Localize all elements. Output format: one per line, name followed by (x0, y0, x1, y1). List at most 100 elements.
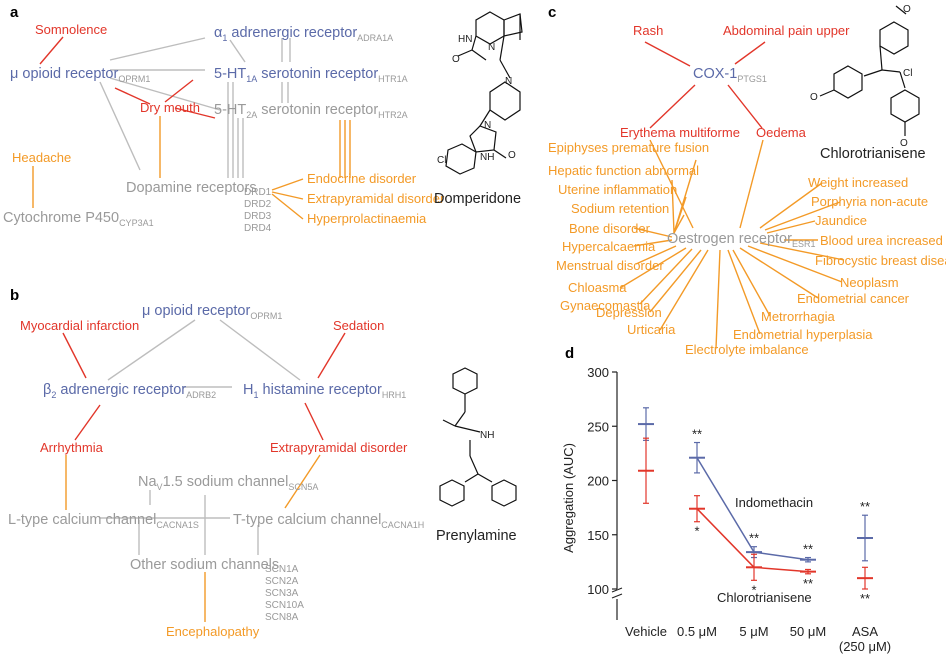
target-other-sodium: Other sodium channels (130, 557, 279, 573)
target-ltype: L-type calcium channelCACNA1S (8, 512, 199, 530)
esr-edge (649, 249, 702, 313)
svg-text:NH: NH (480, 430, 494, 441)
oestrogen-effect-edges (619, 159, 845, 349)
significance-stars: * (694, 524, 699, 539)
svg-text:SCN8A: SCN8A (265, 612, 299, 623)
effect-dry-mouth: Dry mouth (140, 100, 200, 115)
effect-erythema: Erythema multiforme (620, 125, 740, 140)
target-nav15: NaV1.5 sodium channelSCN5A (138, 474, 318, 492)
y-tick-label: 300 (587, 365, 609, 380)
target-5ht1a: 5-HT1A serotonin receptorHTR1A (214, 66, 408, 84)
y-tick-label: 250 (587, 419, 609, 434)
series-line-segment (696, 508, 755, 568)
esr-edge (759, 182, 823, 229)
effect-esr-item: Uterine inflammation (558, 182, 677, 197)
esr-edge (764, 201, 841, 231)
drug-prenylamine: Prenylamine (436, 528, 517, 544)
svg-text:O: O (900, 138, 908, 149)
effect-esr-item: Urticaria (627, 322, 676, 337)
effect-somnolence: Somnolence (35, 22, 107, 37)
panel-d-chart: d Aggregation (AUC) 100 150 200 250 300 Vehic… (561, 345, 891, 654)
svg-text:N: N (484, 120, 491, 131)
panel-a-label: a (10, 4, 19, 21)
y-axis-label: Aggregation (AUC) (561, 443, 576, 553)
series-line-segment (753, 551, 809, 561)
esr-edge (639, 248, 693, 305)
effect-esr-item: Chloasma (568, 280, 627, 295)
effect-esr-item: Hypercalcaemia (562, 239, 656, 254)
y-tick-label: 150 (587, 528, 609, 543)
svg-text:NH: NH (480, 152, 494, 163)
effect-esr-item: Fibrocystic breast disease (815, 253, 946, 268)
effect-oedema: Oedema (756, 125, 807, 140)
svg-text:O: O (452, 54, 460, 65)
effect-esr-item: Neoplasm (840, 275, 899, 290)
domperidone-structure: N HN O N N NH O Cl (437, 11, 523, 175)
effect-mi: Myocardial infarction (20, 318, 139, 333)
svg-text:DRD2: DRD2 (244, 199, 272, 210)
svg-text:HN: HN (458, 34, 472, 45)
chart-axes: 100 150 200 250 300 Vehicle 0.5 μM 5 μM 50 μM ASA… (587, 365, 891, 654)
x-tick-label: Vehicle (625, 624, 667, 639)
effect-esr-item: Sodium retention (571, 201, 669, 216)
effect-esr-item: Bone disorder (569, 221, 651, 236)
effect-esr-item: Epiphyses premature fusion (548, 140, 709, 155)
effect-esr-item: Blood urea increased (820, 233, 943, 248)
svg-text:Cl: Cl (903, 68, 912, 79)
esr-edge (633, 239, 673, 247)
effect-esr-item: Endometrial hyperplasia (733, 327, 873, 342)
prenylamine-structure: NH (439, 367, 517, 507)
chlorotrianisene-structure: Cl O O O (810, 4, 920, 149)
esr-edge (673, 214, 685, 234)
effect-esr-item: Menstrual disorder (556, 258, 664, 273)
significance-stars: * (751, 582, 756, 597)
effect-hyperprolactinaemia: Hyperprolactinaemia (307, 211, 427, 226)
series-label-chlorotrianisene: Chlorotrianisene (717, 590, 812, 605)
svg-text:O: O (903, 4, 911, 15)
effect-esr-item: Depression (596, 305, 662, 320)
x-tick-label: 50 μM (790, 624, 826, 639)
svg-text:DRD4: DRD4 (244, 223, 272, 234)
svg-text:SCN1A: SCN1A (265, 564, 299, 575)
effect-esr-item: Weight increased (808, 175, 908, 190)
significance-stars: ** (749, 531, 759, 546)
panel-b-label: b (10, 287, 19, 304)
x-tick-label: 0.5 μM (677, 624, 717, 639)
esr-edge (659, 249, 709, 331)
effect-esr-item: Endometrial cancer (797, 291, 910, 306)
effect-esr-item: Porphyria non-acute (811, 194, 928, 209)
x-tick-label: ASA (852, 624, 878, 639)
effect-esr-item: Electrolyte imbalance (685, 342, 809, 357)
esr-edge (673, 196, 687, 234)
effect-endocrine: Endocrine disorder (307, 171, 417, 186)
target-ttype: T-type calcium channelCACNA1H (233, 512, 424, 530)
panel-a: a (3, 4, 523, 234)
svg-text:O: O (508, 150, 516, 161)
chart-marks: ********** **** (638, 407, 873, 606)
esr-edge (633, 227, 673, 238)
svg-text:N: N (505, 76, 512, 87)
effect-esr-item: Hepatic function abnormal (548, 163, 699, 178)
sodium-gene-list: SCN1A SCN2A SCN3A SCN10A SCN8A (265, 564, 304, 623)
target-alpha1: α1 adrenergic receptorADRA1A (214, 25, 393, 43)
esr-edge (635, 245, 677, 265)
esr-edge (619, 247, 687, 289)
effect-encephalopathy: Encephalopathy (166, 624, 260, 639)
drug-domperidone: Domperidone (434, 191, 521, 207)
svg-text:O: O (810, 92, 818, 103)
panel-a-edges (32, 36, 351, 220)
effect-arrhythmia: Arrhythmia (40, 440, 104, 455)
axis-break-mark (611, 587, 623, 593)
dopamine-gene-list: DRD1 DRD2 DRD3 DRD4 (244, 187, 272, 234)
significance-stars: ** (860, 591, 870, 606)
esr-edge (766, 220, 816, 234)
x-tick-label: 5 μM (739, 624, 768, 639)
esr-edge (732, 249, 771, 317)
panel-c: c COX-1PTGS1 Oestrogen receptorESR1 Rash… (548, 4, 946, 357)
effect-headache: Headache (12, 150, 71, 165)
esr-edge (759, 242, 845, 261)
target-dopamine-receptors: Dopamine receptors (126, 180, 257, 196)
panel-d-label: d (565, 345, 574, 362)
panel-c-label: c (548, 4, 556, 21)
